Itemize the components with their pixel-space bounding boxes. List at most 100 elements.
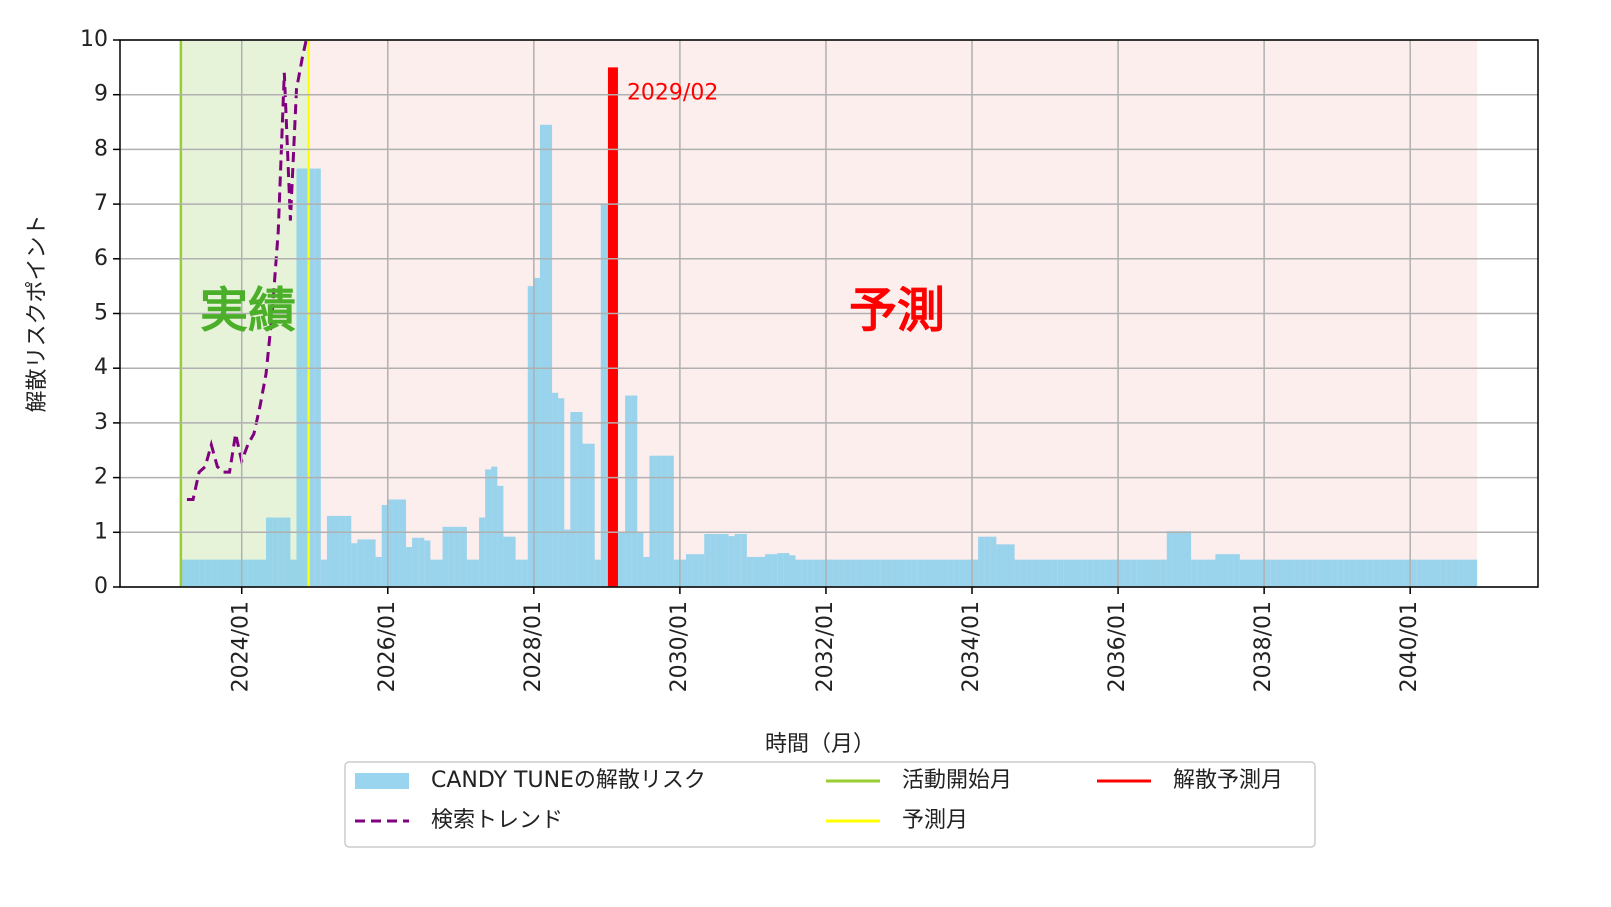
bar bbox=[1471, 559, 1478, 587]
bar bbox=[1239, 559, 1246, 587]
bar bbox=[990, 536, 997, 587]
bar bbox=[1324, 559, 1332, 587]
bar bbox=[1166, 531, 1173, 587]
bar bbox=[947, 559, 954, 587]
bar bbox=[1026, 559, 1033, 587]
y-tick-label: 10 bbox=[80, 27, 108, 52]
bar bbox=[959, 559, 966, 587]
bar bbox=[381, 504, 388, 587]
bar bbox=[229, 559, 236, 587]
bar bbox=[1440, 559, 1447, 587]
bar bbox=[1422, 559, 1429, 587]
bar bbox=[813, 559, 820, 587]
bar bbox=[259, 559, 267, 587]
bar bbox=[1306, 559, 1313, 587]
bar bbox=[186, 559, 194, 587]
bar bbox=[1178, 531, 1186, 587]
bar bbox=[424, 540, 431, 587]
x-tick-label: 2040/01 bbox=[1397, 601, 1422, 692]
bar bbox=[637, 532, 644, 587]
bar bbox=[1069, 559, 1076, 587]
y-tick-label: 9 bbox=[94, 82, 108, 107]
bar bbox=[643, 556, 650, 587]
bar bbox=[1032, 559, 1039, 587]
bar bbox=[898, 559, 906, 587]
bar bbox=[1361, 559, 1368, 587]
bar bbox=[369, 539, 376, 587]
bar bbox=[1337, 559, 1344, 587]
bar bbox=[393, 499, 400, 587]
bar bbox=[1038, 559, 1046, 587]
bar bbox=[1391, 559, 1399, 587]
bar bbox=[594, 559, 601, 587]
bar bbox=[783, 553, 790, 587]
bar bbox=[965, 559, 973, 587]
bar bbox=[180, 559, 187, 587]
bar bbox=[1446, 559, 1453, 587]
bar bbox=[436, 559, 443, 587]
bar bbox=[892, 559, 899, 587]
bar bbox=[1172, 531, 1179, 587]
bar bbox=[771, 554, 778, 587]
bar bbox=[1191, 559, 1198, 587]
bar bbox=[448, 526, 455, 587]
bar bbox=[1160, 559, 1167, 587]
y-tick-label: 3 bbox=[94, 410, 108, 435]
bar bbox=[454, 526, 461, 587]
x-tick-label: 2028/01 bbox=[521, 601, 546, 692]
bar bbox=[241, 559, 248, 587]
legend-swatch bbox=[355, 773, 409, 789]
bar bbox=[752, 556, 760, 587]
bar bbox=[1148, 559, 1155, 587]
bar bbox=[1264, 559, 1271, 587]
bar bbox=[619, 532, 626, 587]
bar bbox=[497, 485, 504, 587]
bar bbox=[765, 554, 772, 587]
bar bbox=[1258, 559, 1265, 587]
bar bbox=[375, 556, 382, 587]
bar bbox=[363, 539, 370, 587]
bar bbox=[844, 559, 851, 587]
bar bbox=[1434, 559, 1441, 587]
y-tick-label: 7 bbox=[94, 191, 108, 216]
bar bbox=[801, 559, 808, 587]
bar bbox=[667, 455, 674, 587]
x-tick-label: 2024/01 bbox=[229, 601, 254, 692]
bar bbox=[746, 556, 753, 587]
bar bbox=[905, 559, 912, 587]
bar bbox=[1294, 559, 1301, 587]
y-tick-label: 8 bbox=[94, 136, 108, 161]
bar bbox=[1051, 559, 1058, 587]
bar bbox=[345, 515, 352, 587]
bar bbox=[850, 559, 857, 587]
bar bbox=[1197, 559, 1204, 587]
bar bbox=[807, 559, 814, 587]
bar bbox=[777, 553, 784, 587]
bar bbox=[1063, 559, 1070, 587]
bar bbox=[692, 554, 699, 587]
bar bbox=[290, 559, 297, 587]
bar bbox=[1398, 559, 1405, 587]
x-tick-label: 2038/01 bbox=[1251, 601, 1276, 692]
bar bbox=[217, 559, 224, 587]
bar bbox=[521, 559, 528, 587]
bar bbox=[1203, 559, 1210, 587]
bar bbox=[442, 526, 449, 587]
bar bbox=[503, 536, 510, 587]
bar bbox=[1464, 559, 1472, 587]
bar bbox=[862, 559, 869, 587]
bar bbox=[333, 515, 340, 587]
bar bbox=[1349, 559, 1356, 587]
bar bbox=[710, 533, 717, 587]
bar bbox=[1367, 559, 1374, 587]
bar bbox=[1057, 559, 1064, 587]
bar bbox=[205, 559, 212, 587]
bar bbox=[838, 559, 845, 587]
legend-label: 予測月 bbox=[902, 808, 968, 833]
bar bbox=[272, 517, 279, 587]
bar bbox=[685, 554, 693, 587]
bar bbox=[722, 533, 729, 587]
bar bbox=[558, 398, 565, 587]
y-tick-label: 4 bbox=[94, 355, 108, 380]
bar bbox=[539, 124, 547, 587]
